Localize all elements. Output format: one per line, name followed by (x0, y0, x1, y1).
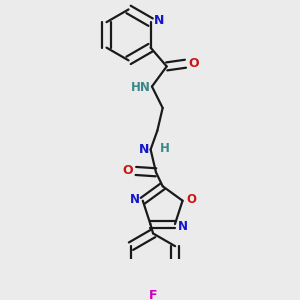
Text: N: N (139, 143, 149, 156)
Text: F: F (149, 289, 157, 300)
Text: N: N (130, 193, 140, 206)
Text: O: O (122, 164, 133, 178)
Text: N: N (154, 14, 164, 27)
Text: H: H (160, 142, 170, 155)
Text: N: N (178, 220, 188, 233)
Text: O: O (189, 57, 199, 70)
Text: O: O (186, 193, 196, 206)
Text: HN: HN (131, 80, 151, 94)
